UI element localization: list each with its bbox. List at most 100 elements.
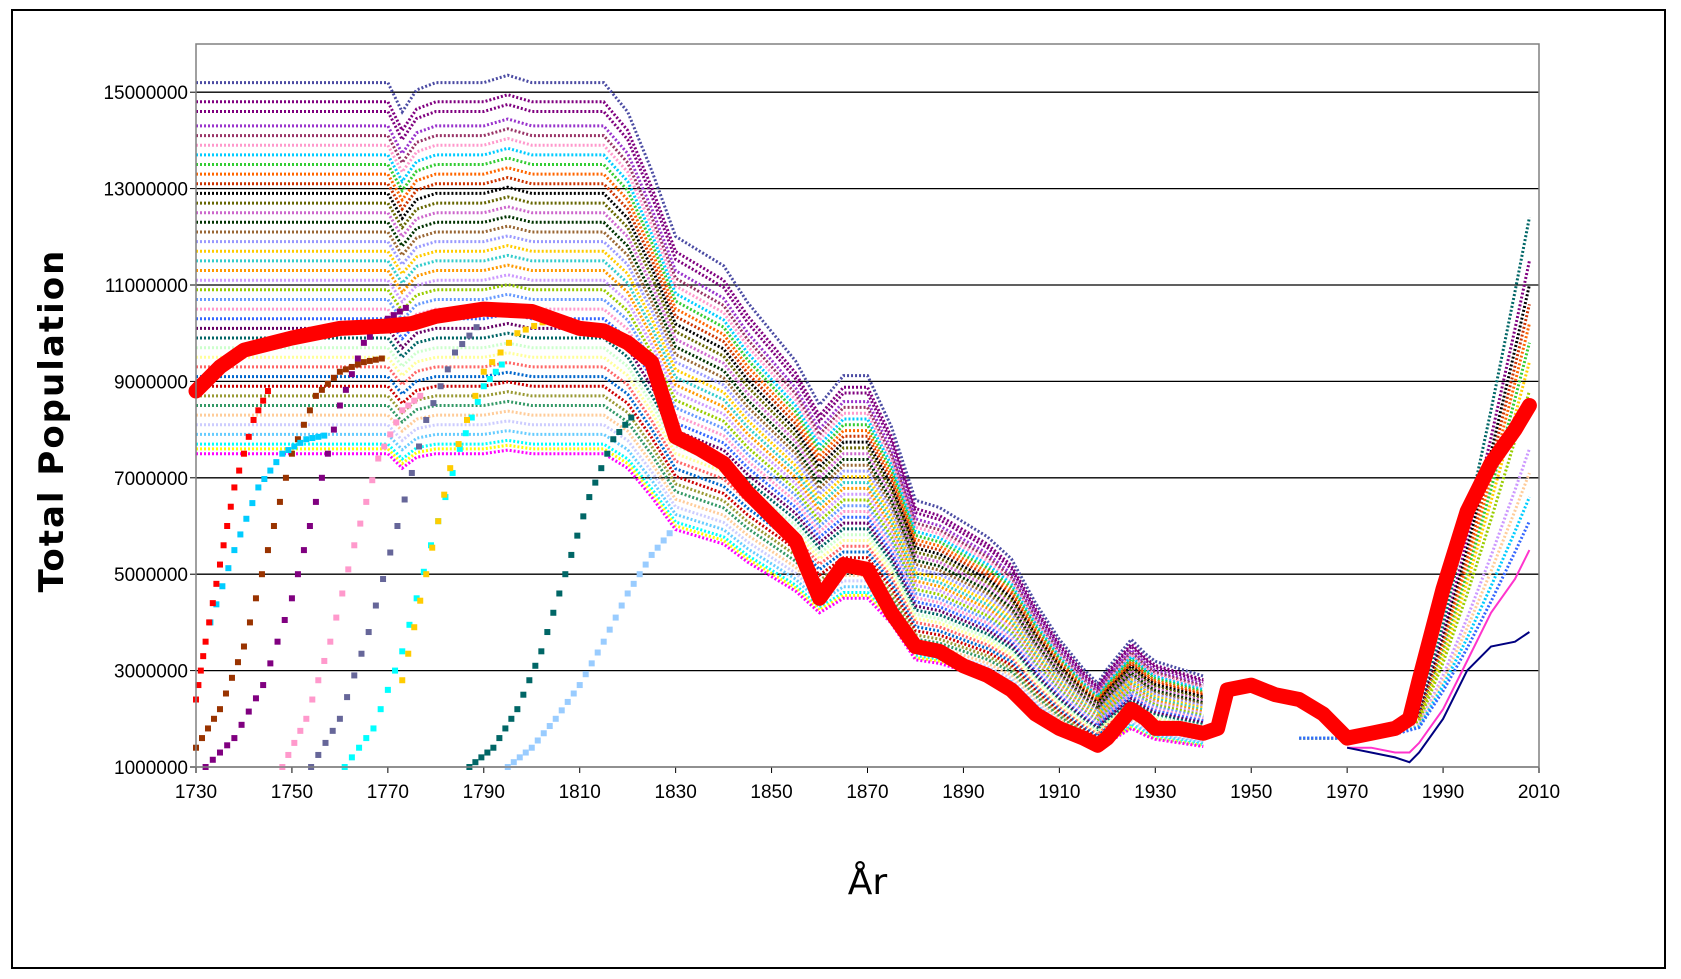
series-point [550, 609, 557, 616]
series-point [498, 361, 505, 368]
series-point [321, 432, 328, 439]
series-point [570, 690, 577, 697]
series-point [236, 467, 243, 474]
series-point [408, 469, 415, 476]
rising-series [202, 304, 409, 770]
series-point [306, 523, 313, 529]
series-point [282, 474, 289, 481]
series-point [378, 355, 385, 362]
series-point [462, 430, 469, 437]
series-point [264, 388, 271, 395]
series-point [630, 580, 637, 587]
series-point [396, 308, 403, 315]
modern-series-line [1299, 448, 1531, 740]
y-tick-label: 15000000 [103, 83, 188, 104]
y-tick-label: 3000000 [114, 662, 188, 683]
series-point [240, 643, 247, 650]
series-point [354, 355, 361, 362]
band-series-line [196, 136, 1204, 697]
series-point [416, 443, 423, 450]
series-point [372, 356, 379, 363]
series-point [430, 400, 437, 407]
series-point [200, 653, 207, 660]
series-point [423, 416, 430, 423]
series-point [365, 629, 372, 636]
series-point [294, 571, 301, 578]
series-point [243, 515, 250, 522]
series-point [270, 523, 277, 529]
series-point [309, 696, 316, 703]
series-point [209, 756, 216, 763]
x-tick-label: 1990 [1422, 782, 1464, 803]
modern-series-line [1299, 217, 1531, 740]
x-tick-label: 1890 [942, 782, 984, 803]
tail-series-line [1347, 549, 1531, 754]
series-point [312, 392, 319, 399]
series-point [666, 530, 673, 537]
series-point [197, 667, 204, 674]
series-point [363, 498, 370, 505]
series-point [209, 600, 216, 607]
band-series-line [196, 341, 1204, 733]
tail-series-line [1346, 631, 1530, 764]
series-point [366, 357, 373, 364]
band-series-line [196, 409, 1204, 746]
band-series-line [196, 283, 1204, 723]
series-point [324, 380, 331, 387]
series-point [324, 450, 331, 457]
series-point [492, 368, 499, 375]
rising-series [193, 388, 271, 703]
series-point [360, 339, 367, 346]
series-point [576, 682, 583, 689]
series-point [309, 435, 316, 442]
series-point [336, 368, 343, 375]
rising-series [466, 414, 635, 770]
series-point [245, 433, 252, 440]
series-point [348, 371, 355, 378]
series-point [588, 660, 595, 667]
series-point [393, 419, 400, 426]
series-point [202, 638, 209, 645]
series-point [240, 450, 247, 457]
y-axis-title: Total Population [32, 249, 72, 593]
series-point [351, 542, 358, 549]
band-series-line [196, 175, 1204, 704]
series-point [366, 333, 373, 340]
series-point [478, 754, 485, 761]
series-point [358, 650, 365, 657]
series-point [224, 523, 231, 529]
series-point [234, 659, 241, 666]
series-point [231, 547, 238, 554]
rising-series [308, 324, 480, 770]
band-series-line [196, 73, 1204, 686]
series-point [252, 695, 259, 702]
modern-series-line [1299, 284, 1531, 740]
series-point [354, 361, 361, 368]
series-point [315, 677, 322, 684]
series-point [206, 619, 213, 626]
series-point [274, 638, 281, 645]
series-point [330, 374, 337, 381]
x-tick-label: 1790 [463, 782, 505, 803]
series-point [261, 476, 268, 483]
x-axis-title: År [848, 860, 888, 903]
modern-series-line [1299, 472, 1531, 740]
series-point [474, 398, 481, 405]
band-series-line [196, 429, 1204, 749]
series-point [648, 551, 655, 558]
modern-series-line [1299, 496, 1531, 740]
series-point [592, 479, 599, 486]
series-point [255, 484, 262, 491]
series-point [370, 725, 377, 732]
y-tick-label: 7000000 [114, 469, 188, 490]
series-point [399, 648, 406, 655]
series-point [394, 523, 401, 529]
band-series-line [196, 438, 1204, 751]
series-point [642, 561, 649, 568]
highlight-series-line [188, 301, 1537, 753]
series-point [496, 735, 503, 742]
y-tick-label: 5000000 [114, 565, 188, 586]
series-point [387, 431, 394, 438]
series-point [315, 751, 322, 758]
modern-series-line [1299, 323, 1531, 740]
